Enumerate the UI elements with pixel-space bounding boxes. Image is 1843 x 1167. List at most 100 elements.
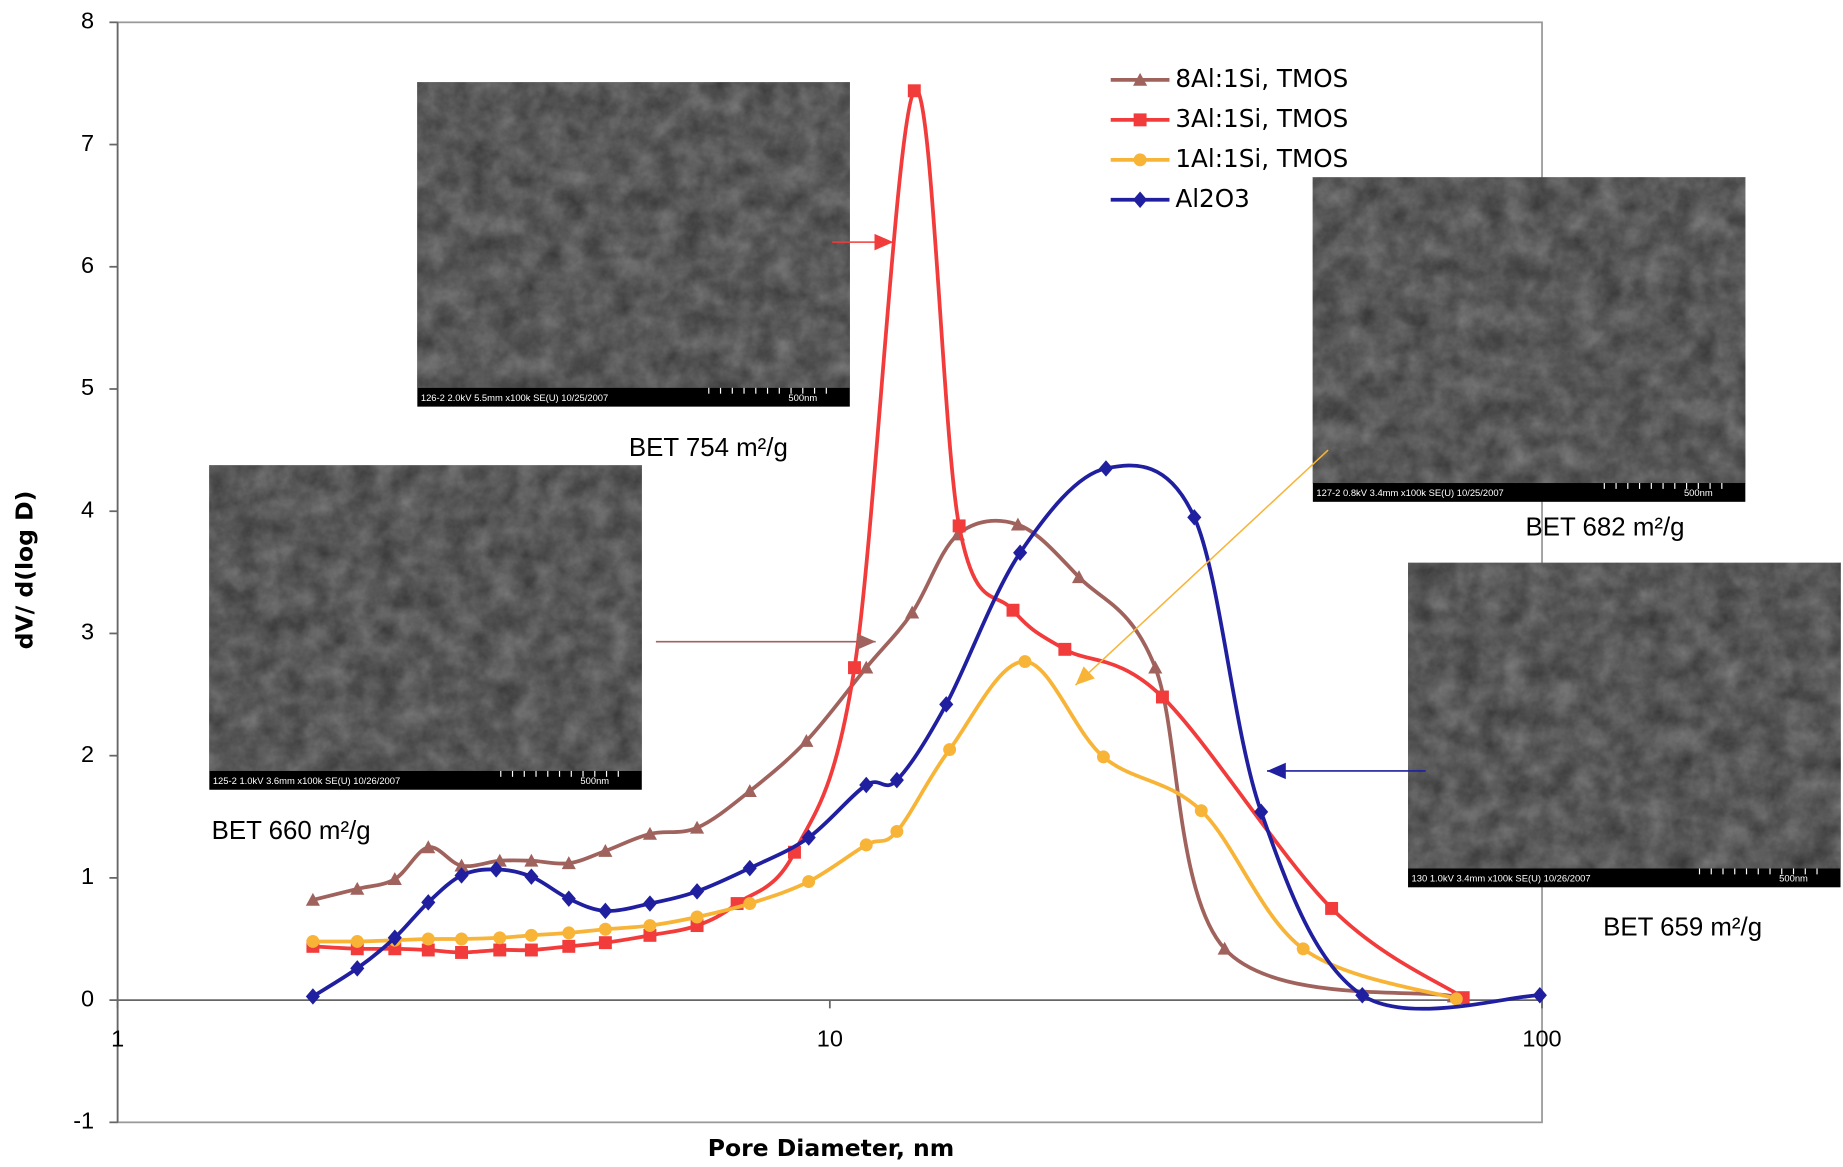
y-tick-label: 7 xyxy=(81,130,94,156)
y-tick-label: 3 xyxy=(81,619,94,645)
bet-label: BET 682 m²/g xyxy=(1526,514,1685,542)
marker-circle xyxy=(1296,942,1310,956)
marker-circle xyxy=(1018,655,1032,669)
marker-triangle xyxy=(350,881,365,895)
marker-triangle xyxy=(524,853,539,867)
micrograph: 126-2 2.0kV 5.5mm x100k SE(U) 10/25/2007… xyxy=(417,82,850,407)
micrograph: 130 1.0kV 3.4mm x100k SE(U) 10/26/2007 50… xyxy=(1408,562,1841,888)
marker-square xyxy=(1325,901,1339,915)
bet-label: BET 754 m²/g xyxy=(629,434,788,462)
x-axis-title: Pore Diameter, nm xyxy=(708,1134,955,1162)
y-tick-label: 8 xyxy=(81,8,94,34)
x-tick-label: 10 xyxy=(817,1025,843,1051)
marker-square xyxy=(524,943,538,957)
y-axis-title: dV/ d(log D) xyxy=(10,491,38,650)
annotation-arrow xyxy=(1074,449,1329,686)
marker-square xyxy=(952,519,966,533)
micrograph-caption: 126-2 2.0kV 5.5mm x100k SE(U) 10/25/2007 xyxy=(421,392,608,403)
micrograph-caption: 125-2 1.0kV 3.6mm x100k SE(U) 10/26/2007 xyxy=(213,775,400,786)
micrograph-scale: 500nm xyxy=(1779,873,1808,884)
marker-square xyxy=(1058,642,1072,656)
x-tick-label: 100 xyxy=(1522,1025,1561,1051)
y-tick-label: 1 xyxy=(81,863,94,889)
marker-diamond xyxy=(387,929,402,947)
marker-square xyxy=(1155,690,1169,704)
y-tick-label: 2 xyxy=(81,741,94,767)
marker-triangle xyxy=(454,858,469,872)
micrograph-info-bar xyxy=(417,387,850,407)
marker-circle xyxy=(802,875,816,889)
marker-triangle xyxy=(690,820,705,834)
y-tick-label: -1 xyxy=(73,1108,94,1134)
marker-circle xyxy=(1449,992,1463,1006)
marker-circle xyxy=(859,838,873,852)
micrograph-scale: 500nm xyxy=(1684,487,1713,498)
marker-square xyxy=(421,943,435,957)
arrow-head xyxy=(856,633,876,650)
marker-triangle xyxy=(905,605,920,619)
y-tick-label: 5 xyxy=(81,374,94,400)
marker-circle xyxy=(890,824,904,838)
marker-circle xyxy=(1194,804,1208,818)
micrograph: 125-2 1.0kV 3.6mm x100k SE(U) 10/26/2007… xyxy=(209,465,642,790)
marker-square xyxy=(643,928,657,942)
marker-diamond xyxy=(1532,987,1547,1004)
marker-triangle xyxy=(1071,570,1087,584)
legend-marker xyxy=(1133,191,1148,209)
marker-circle xyxy=(306,934,320,948)
marker-triangle xyxy=(421,840,436,854)
marker-triangle xyxy=(1217,941,1232,955)
series-line xyxy=(312,88,1465,1000)
marker-diamond xyxy=(350,960,365,977)
marker-triangle xyxy=(305,892,320,906)
micrograph-scale: 500nm xyxy=(788,392,817,403)
arrow-head xyxy=(874,233,894,251)
marker-diamond xyxy=(489,861,504,878)
bet-label: BET 660 m²/g xyxy=(212,817,371,845)
marker-diamond xyxy=(561,890,576,907)
micrograph: 127-2 0.8kV 3.4mm x100k SE(U) 10/25/2007… xyxy=(1312,177,1746,502)
marker-circle xyxy=(350,934,364,948)
marker-square xyxy=(1006,603,1020,617)
marker-circle xyxy=(421,932,435,946)
marker-square xyxy=(493,943,507,957)
arrow-head xyxy=(1267,762,1286,780)
marker-circle xyxy=(598,922,612,936)
micrograph-highlights xyxy=(1408,562,1841,869)
marker-circle xyxy=(690,910,704,924)
marker-triangle xyxy=(561,856,576,870)
y-tick-label: 4 xyxy=(81,496,94,522)
legend-label: Al2O3 xyxy=(1175,184,1250,213)
bet-label: BET 659 m²/g xyxy=(1603,913,1762,941)
marker-square xyxy=(455,945,469,959)
micrograph-highlights xyxy=(209,465,642,771)
micrograph-info-bar xyxy=(209,770,642,790)
marker-triangle xyxy=(859,660,874,674)
micrograph-caption: 130 1.0kV 3.4mm x100k SE(U) 10/26/2007 xyxy=(1412,873,1591,884)
marker-triangle xyxy=(1010,517,1025,531)
marker-diamond xyxy=(690,883,705,900)
micrograph-highlights xyxy=(417,82,850,388)
y-tick-label: 6 xyxy=(81,252,94,278)
y-tick-label: 0 xyxy=(81,985,94,1011)
marker-circle xyxy=(743,897,757,911)
marker-diamond xyxy=(524,868,539,885)
marker-diamond xyxy=(1355,987,1370,1004)
marker-square xyxy=(848,661,861,675)
marker-square xyxy=(562,939,576,953)
marker-diamond xyxy=(305,988,320,1005)
marker-diamond xyxy=(598,902,613,920)
marker-triangle xyxy=(799,733,814,747)
micrograph-caption: 127-2 0.8kV 3.4mm x100k SE(U) 10/25/2007 xyxy=(1316,487,1503,498)
series-line xyxy=(312,659,1457,1001)
legend-marker xyxy=(1133,72,1148,86)
legend-marker xyxy=(1133,113,1147,127)
marker-triangle xyxy=(1148,660,1163,674)
marker-triangle xyxy=(742,784,757,797)
marker-diamond xyxy=(1187,509,1202,526)
micrograph-info-bar xyxy=(1312,483,1746,502)
micrograph-highlights xyxy=(1312,177,1746,484)
legend-label: 8Al:1Si, TMOS xyxy=(1175,64,1348,93)
marker-square xyxy=(598,936,612,950)
